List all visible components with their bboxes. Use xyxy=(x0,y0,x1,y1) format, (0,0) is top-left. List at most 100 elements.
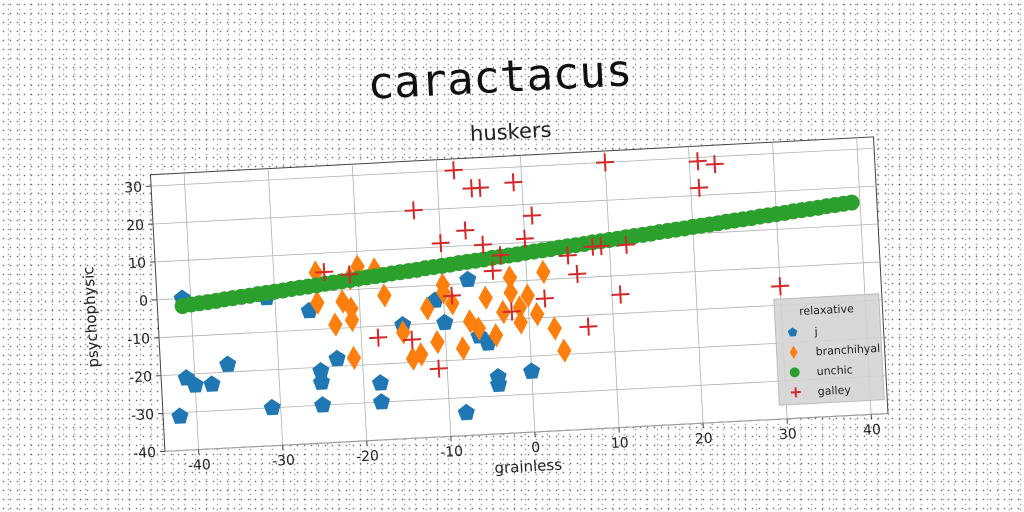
grid-line-y xyxy=(162,375,887,414)
x-tick-label: 20 xyxy=(695,431,714,448)
point-j xyxy=(371,374,389,391)
point-branchihyal xyxy=(420,296,435,321)
point-branchihyal xyxy=(328,312,343,337)
x-tick-label: -20 xyxy=(356,448,380,465)
point-branchihyal xyxy=(536,259,551,285)
legend-label-galley: galley xyxy=(817,383,851,398)
x-tick-label: -10 xyxy=(440,444,464,461)
grid-line-x xyxy=(688,146,704,424)
point-galley xyxy=(442,286,461,305)
point-galley xyxy=(429,359,448,378)
x-tick-label: -30 xyxy=(272,453,296,470)
grid-line-y xyxy=(160,337,885,376)
point-j xyxy=(328,349,346,367)
point-branchihyal xyxy=(436,280,451,305)
point-unchic xyxy=(843,194,860,211)
x-tick-label: 10 xyxy=(610,435,629,452)
y-tick-label: 20 xyxy=(126,218,145,235)
legend-marker-branchihyal xyxy=(789,345,798,360)
point-j xyxy=(523,362,541,379)
point-j xyxy=(171,407,189,424)
point-branchihyal xyxy=(488,323,504,348)
point-j xyxy=(186,376,204,393)
point-j xyxy=(489,367,507,385)
series-galley xyxy=(315,152,790,378)
point-galley xyxy=(483,261,502,280)
point-branchihyal xyxy=(346,345,362,371)
point-j xyxy=(457,403,475,421)
grid-lines xyxy=(151,137,888,452)
point-branchihyal xyxy=(529,301,545,327)
y-tick-label: -20 xyxy=(129,369,153,386)
point-branchihyal xyxy=(396,320,411,345)
y-tick-label: -40 xyxy=(133,445,157,462)
point-j xyxy=(459,270,477,288)
point-branchihyal xyxy=(414,342,429,367)
point-galley xyxy=(515,229,534,248)
point-galley xyxy=(315,263,334,282)
chart-title: huskers xyxy=(469,118,552,146)
point-galley xyxy=(444,161,463,180)
x-tick-label: 30 xyxy=(779,426,798,443)
point-galley xyxy=(404,201,423,220)
series-unchic xyxy=(174,194,860,315)
x-axis-label: grainless xyxy=(494,456,563,478)
point-galley xyxy=(504,173,523,192)
point-branchihyal xyxy=(471,316,487,341)
x-tick-label: -40 xyxy=(188,457,212,474)
point-j xyxy=(263,398,281,416)
point-galley xyxy=(579,317,598,336)
point-galley xyxy=(705,155,724,174)
legend-box xyxy=(773,293,885,406)
point-j xyxy=(219,355,237,373)
legend-label-j: j xyxy=(813,325,818,338)
point-branchihyal xyxy=(478,285,493,310)
point-galley xyxy=(340,265,359,284)
point-galley xyxy=(473,235,492,254)
scatter-plot: -40 -30 -20 -10 0 10 20 30 40 -40 -30 -20 -10 0 10 20 30… xyxy=(79,118,889,478)
legend-title: relaxative xyxy=(799,302,855,318)
point-branchihyal xyxy=(405,346,421,371)
point-galley xyxy=(402,330,422,349)
point-branchihyal xyxy=(503,280,518,305)
point-j xyxy=(312,373,330,390)
data-marks xyxy=(171,152,860,424)
x-tick-label: 0 xyxy=(531,440,541,456)
figure-title: caractacus xyxy=(366,45,633,110)
point-j xyxy=(312,362,330,379)
y-tick-label: -30 xyxy=(131,407,155,424)
grid-line-x xyxy=(267,168,284,446)
legend-marker-j xyxy=(787,327,798,337)
point-branchihyal xyxy=(502,265,518,290)
point-galley xyxy=(369,328,388,347)
point-branchihyal xyxy=(344,307,360,333)
point-branchihyal xyxy=(430,329,445,355)
series-branchihyal xyxy=(308,254,572,371)
grid-line-x xyxy=(351,164,368,441)
point-branchihyal xyxy=(520,283,535,308)
point-galley xyxy=(591,237,611,256)
legend: relaxative j branchihyal unchic galley xyxy=(773,293,885,406)
grid-line-y xyxy=(164,413,888,452)
y-tick-label: -10 xyxy=(127,331,151,348)
legend-marker-galley xyxy=(790,387,801,398)
point-galley xyxy=(771,277,790,296)
legend-marker-unchic xyxy=(789,367,800,378)
point-galley xyxy=(611,285,630,304)
x-tick-label: 40 xyxy=(863,422,882,439)
point-galley xyxy=(688,152,707,171)
grid-line-y xyxy=(155,223,879,263)
y-tick-label: 30 xyxy=(124,180,143,197)
point-galley xyxy=(502,302,521,321)
point-galley xyxy=(535,289,554,308)
point-galley xyxy=(431,234,450,253)
point-branchihyal xyxy=(513,310,528,335)
legend-label-branchihyal: branchihyal xyxy=(815,342,880,358)
point-galley xyxy=(596,153,615,172)
point-branchihyal xyxy=(455,336,471,361)
point-branchihyal xyxy=(377,283,392,308)
grid-line-x xyxy=(604,150,620,428)
point-galley xyxy=(470,178,489,197)
point-branchihyal xyxy=(512,295,528,320)
